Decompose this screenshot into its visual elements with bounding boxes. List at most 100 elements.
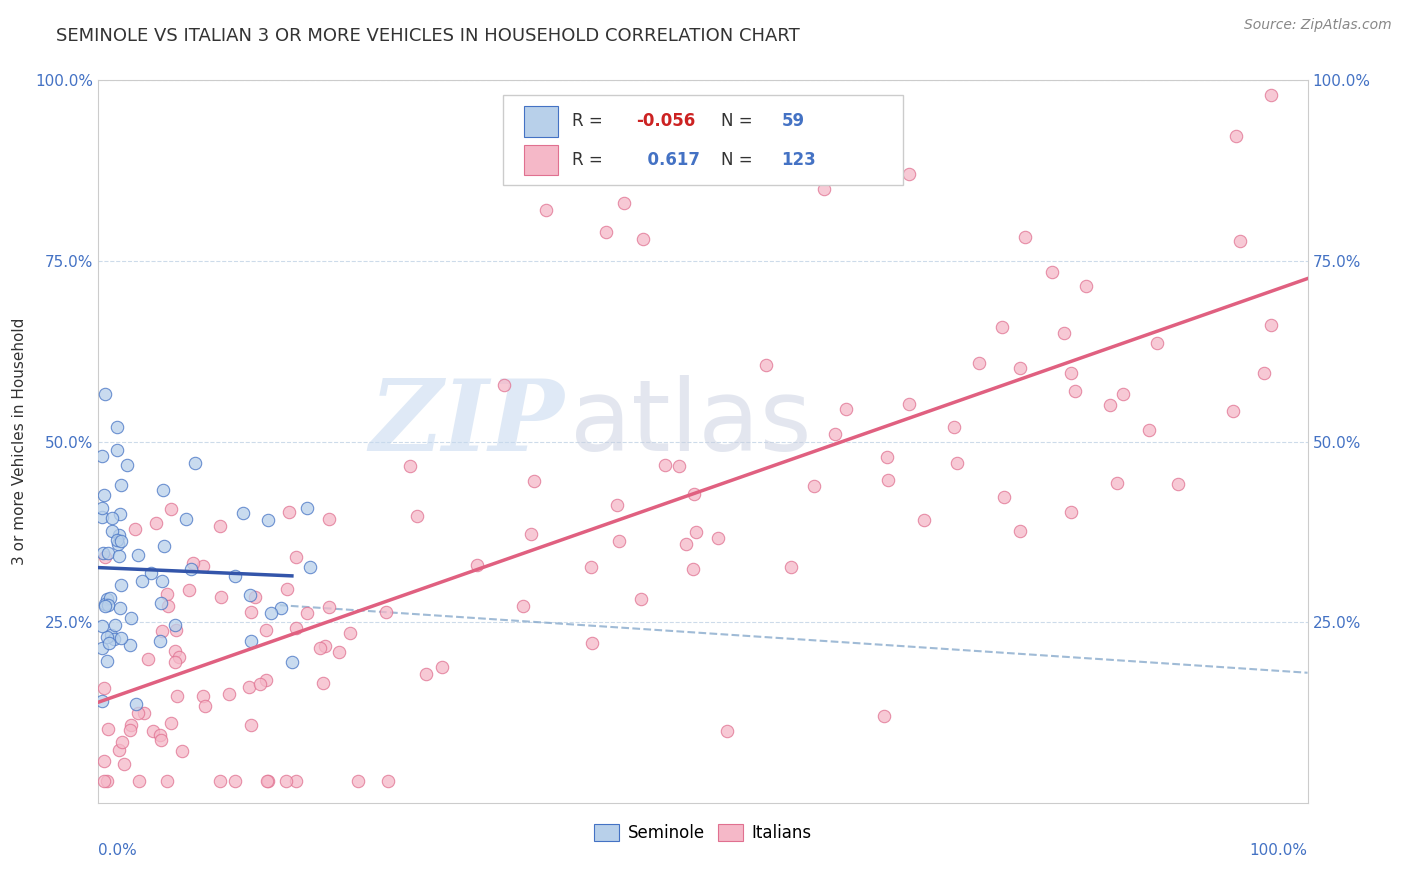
- Point: [318, 600, 340, 615]
- Point: [1060, 505, 1083, 519]
- Point: [91, 618, 114, 632]
- Point: [377, 774, 399, 789]
- Point: [157, 599, 180, 614]
- Point: [654, 458, 676, 472]
- Point: [91, 694, 114, 708]
- Point: [100, 628, 122, 642]
- Point: [224, 774, 246, 789]
- Point: [1053, 326, 1076, 341]
- Point: [675, 537, 697, 551]
- Point: [98, 591, 121, 606]
- Point: [174, 511, 197, 525]
- Point: [105, 443, 128, 458]
- Point: [239, 588, 262, 602]
- Point: [942, 420, 965, 434]
- Point: [94, 387, 117, 401]
- Point: [299, 559, 322, 574]
- Point: [128, 774, 150, 789]
- Text: atlas: atlas: [569, 375, 811, 472]
- Point: [184, 456, 207, 470]
- Point: [755, 358, 778, 372]
- Point: [285, 774, 308, 789]
- Point: [97, 722, 120, 736]
- Point: [374, 605, 396, 619]
- Point: [232, 506, 254, 520]
- Point: [110, 478, 132, 492]
- Point: [100, 524, 122, 538]
- Point: [160, 716, 183, 731]
- Point: [91, 449, 114, 463]
- Point: [1008, 524, 1031, 538]
- Point: [105, 533, 128, 547]
- Point: [257, 513, 280, 527]
- Point: [152, 483, 174, 497]
- Point: [112, 756, 135, 771]
- Point: [160, 501, 183, 516]
- Point: [165, 644, 187, 658]
- Point: [94, 550, 117, 565]
- Point: [191, 558, 214, 573]
- Point: [780, 559, 803, 574]
- Point: [104, 618, 127, 632]
- Point: [156, 774, 179, 789]
- Point: [134, 706, 156, 720]
- Point: [125, 698, 148, 712]
- Point: [270, 601, 292, 615]
- Point: [1253, 366, 1275, 380]
- Point: [120, 723, 142, 737]
- Point: [165, 617, 187, 632]
- Point: [96, 654, 118, 668]
- Point: [145, 516, 167, 530]
- Point: [149, 732, 172, 747]
- Point: [191, 690, 214, 704]
- Point: [93, 774, 115, 789]
- Point: [278, 505, 301, 519]
- Point: [124, 522, 146, 536]
- Point: [138, 651, 160, 665]
- Point: [606, 498, 628, 512]
- Text: 0.617: 0.617: [637, 151, 700, 169]
- Point: [110, 577, 132, 591]
- Point: [238, 681, 260, 695]
- Point: [685, 524, 707, 539]
- Point: [257, 774, 280, 789]
- Point: [1229, 234, 1251, 248]
- Point: [339, 626, 361, 640]
- Point: [328, 645, 350, 659]
- Point: [91, 509, 114, 524]
- Point: [96, 630, 118, 644]
- Point: [107, 537, 129, 551]
- Point: [415, 666, 437, 681]
- Point: [406, 508, 429, 523]
- Point: [1146, 336, 1168, 351]
- Point: [1014, 230, 1036, 244]
- Point: [318, 512, 340, 526]
- Point: [98, 636, 121, 650]
- Text: N =: N =: [721, 112, 758, 130]
- Point: [108, 743, 131, 757]
- Point: [1040, 265, 1063, 279]
- Point: [613, 196, 636, 211]
- Point: [150, 596, 173, 610]
- Point: [149, 728, 172, 742]
- Point: [1137, 423, 1160, 437]
- Point: [101, 511, 124, 525]
- Point: [682, 562, 704, 576]
- Point: [96, 774, 118, 789]
- Point: [824, 426, 846, 441]
- Point: [254, 673, 277, 688]
- Point: [309, 640, 332, 655]
- Point: [1060, 367, 1083, 381]
- Text: R =: R =: [572, 151, 609, 169]
- Point: [224, 569, 246, 583]
- Point: [728, 160, 751, 174]
- Point: [519, 527, 541, 541]
- Point: [1222, 404, 1244, 418]
- Point: [399, 459, 422, 474]
- Point: [209, 774, 232, 789]
- Point: [172, 744, 194, 758]
- Point: [274, 774, 297, 789]
- Point: [430, 660, 453, 674]
- Point: [876, 450, 898, 464]
- Point: [813, 182, 835, 196]
